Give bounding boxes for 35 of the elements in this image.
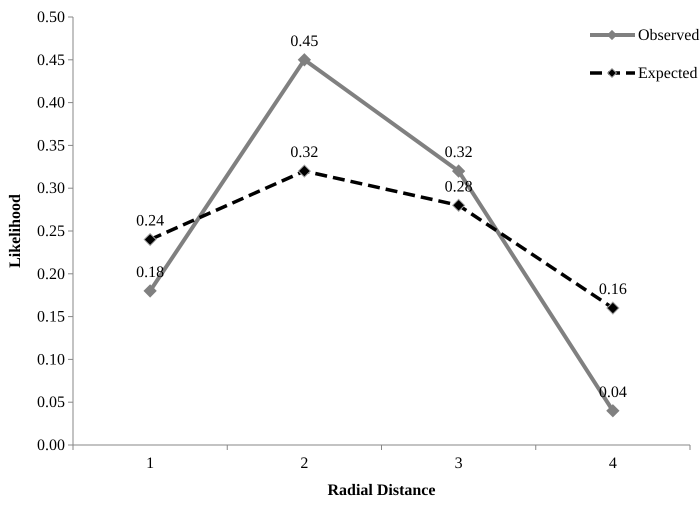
point bbox=[144, 233, 157, 246]
y-tick-label: 0.35 bbox=[37, 137, 65, 154]
y-tick-label: 0.00 bbox=[37, 437, 65, 454]
data-label: 0.16 bbox=[598, 281, 627, 298]
point bbox=[452, 164, 466, 178]
data-label: 0.04 bbox=[598, 384, 627, 401]
y-tick-label: 0.45 bbox=[37, 52, 65, 69]
data-label: 0.24 bbox=[136, 212, 164, 230]
point bbox=[606, 302, 620, 314]
legend-label: Expected bbox=[638, 65, 698, 82]
y-tick-label: 0.40 bbox=[37, 94, 65, 112]
y-axis-title: Likelihood bbox=[7, 194, 24, 268]
data-label: 0.28 bbox=[444, 178, 473, 196]
y-tick-label: 0.05 bbox=[37, 394, 65, 412]
y-tick-label: 0.10 bbox=[37, 351, 65, 368]
y-tick-label: 0.30 bbox=[37, 180, 65, 198]
x-axis-title: Radial Distance bbox=[328, 482, 436, 499]
y-tick-label: 0.25 bbox=[37, 223, 65, 240]
y-tick-label: 0.15 bbox=[37, 308, 65, 326]
y-tick-label: 0.50 bbox=[37, 9, 65, 26]
x-tick-label: 3 bbox=[454, 455, 463, 472]
y-tick-label: 0.20 bbox=[37, 266, 65, 283]
data-label: 0.45 bbox=[290, 32, 318, 50]
x-tick-label: 1 bbox=[146, 455, 154, 472]
data-label: 0.32 bbox=[290, 144, 318, 162]
x-tick-label: 2 bbox=[300, 455, 308, 472]
data-label: 0.18 bbox=[136, 264, 164, 281]
data-label: 0.32 bbox=[444, 144, 473, 162]
point bbox=[606, 404, 620, 418]
legend-label: Observed bbox=[638, 27, 700, 44]
x-tick-label: 4 bbox=[608, 455, 617, 472]
point bbox=[144, 284, 157, 298]
point bbox=[452, 198, 466, 212]
point bbox=[298, 164, 311, 178]
point bbox=[298, 53, 311, 66]
